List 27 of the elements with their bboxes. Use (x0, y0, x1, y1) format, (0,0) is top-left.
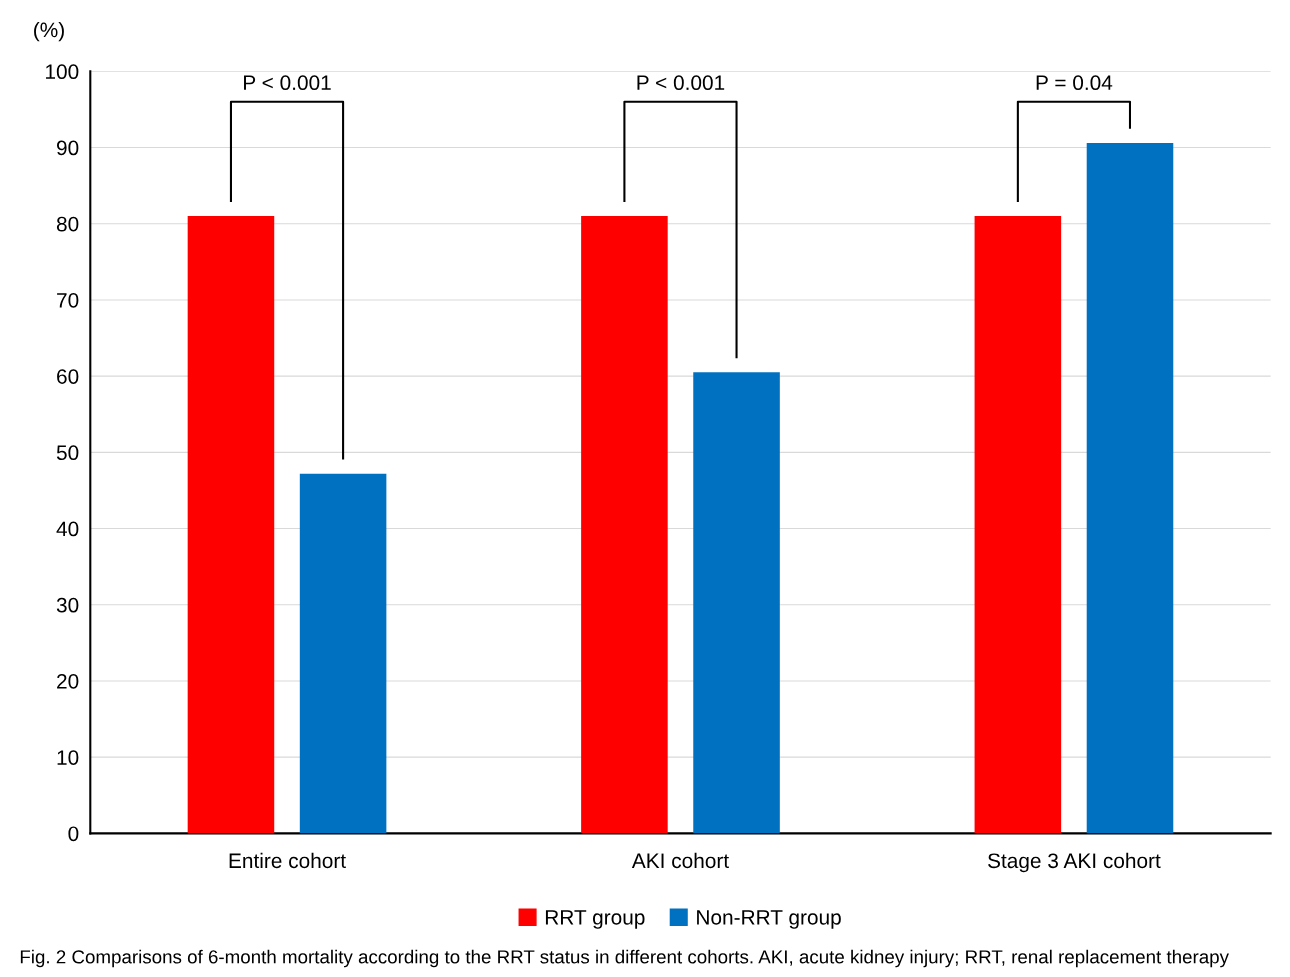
legend-label: Non-RRT group (697, 910, 841, 929)
caption: Fig. 2 Comparisons of 6-month mortality according to the RRT status in different cohorts. AKI, acute kidney injury; RRT, renal replacement therapy (20, 949, 1229, 968)
y-tick-label: 20 (57, 673, 79, 689)
y-axis-title: (%) (34, 21, 64, 42)
legend-label: RRT group (545, 910, 645, 929)
annotation: P < 0.001 (244, 75, 331, 91)
x-tick-label: Stage 3 AKI cohort (988, 852, 1161, 873)
bar (693, 372, 780, 834)
x-tick-label: AKI cohort (631, 852, 729, 869)
y-tick-label: 30 (56, 597, 79, 613)
bar (1086, 142, 1174, 834)
bar (974, 216, 1062, 834)
bar (187, 216, 275, 834)
y-tick-label: 60 (57, 369, 79, 384)
y-tick-label: 100 (46, 64, 79, 80)
annotation: P < 0.001 (637, 75, 725, 91)
y-tick-label: 0 (68, 826, 79, 842)
y-tick-label: 10 (57, 750, 79, 765)
y-tick-label: 70 (57, 292, 79, 308)
y-tick-label: 90 (56, 140, 79, 156)
annotation: P = 0.04 (1036, 75, 1113, 91)
y-tick-label: 80 (56, 216, 79, 232)
x-tick-label: Entire cohort (229, 852, 346, 869)
y-tick-label: 50 (56, 445, 79, 461)
y-tick-label: 40 (56, 521, 79, 537)
bar (299, 473, 387, 834)
bar (581, 216, 668, 834)
